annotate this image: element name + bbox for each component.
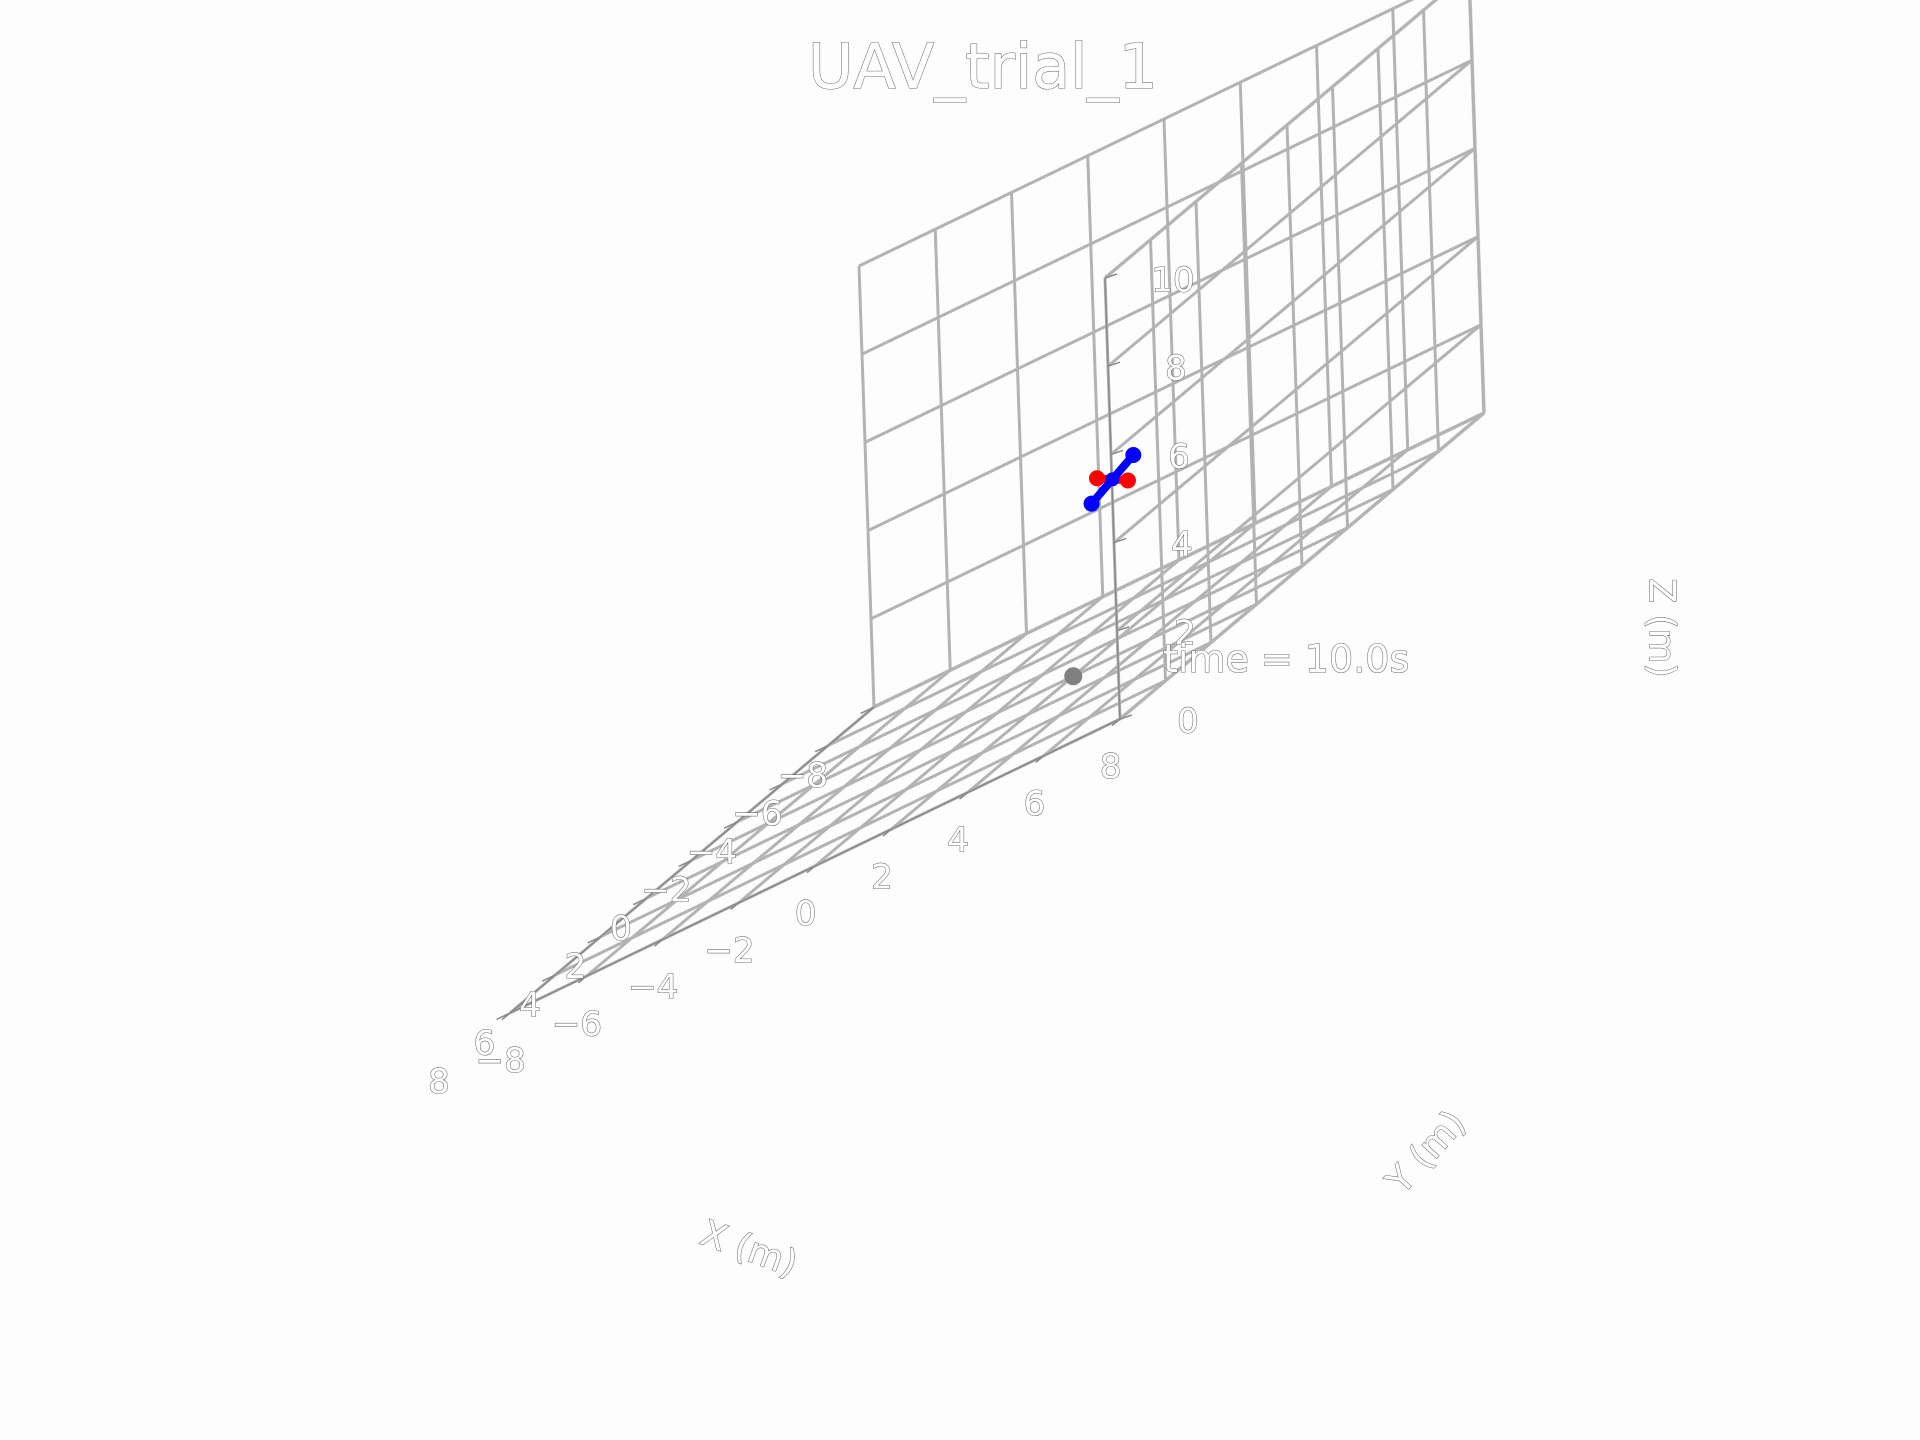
uav-center [1105,472,1120,487]
z-tick-label: 2 [1174,613,1196,653]
target-point [1064,667,1083,686]
x-tick-mark [723,821,738,829]
back-grid-line-z [1119,411,1485,721]
back-grid-line-x [1240,163,1258,605]
floor-grid-line-y [661,632,1028,941]
axes-layer [496,273,1133,1021]
floor-grid-line-y [737,595,1104,904]
y-tick-mark [882,828,892,837]
y-tick-mark [1111,718,1121,727]
y-tick-label: −6 [552,1004,602,1044]
side-grid-line-y [1468,0,1486,414]
uav-rotor-blue [1125,447,1142,463]
back-grid-line-x [1376,48,1395,490]
x-tick-mark [860,706,875,715]
y-tick-label: 8 [1100,747,1122,787]
x-tick-mark [814,744,829,753]
x-tick-mark [769,782,784,791]
y-tick-label: 6 [1024,784,1046,824]
back-grid-line-z [1116,323,1482,632]
side-grid-line-z [873,411,1485,709]
z-tick-mark [1110,449,1124,456]
x-tick-label: 6 [474,1024,496,1064]
floor-grid-line-y [585,669,952,978]
side-grid-line-y [933,229,952,671]
y-tick-mark [806,865,816,874]
y-tick-mark [501,1012,511,1021]
side-grid-line-y [1010,192,1028,634]
z-tick-mark [1113,537,1127,544]
uav-rotor-blue [1083,495,1100,512]
x-tick-label: 0 [610,909,632,949]
side-grid-line-z [858,0,1415,268]
y-tick-mark [1035,755,1045,764]
chart-title: UAV_trial_1 [808,30,1158,103]
data-marks [1064,447,1142,686]
back-grid-line-x [1331,86,1349,528]
x-tick-label: 8 [428,1062,450,1102]
z-tick-label: 4 [1171,525,1193,565]
y-tick-label: −4 [628,968,678,1008]
y-tick-mark [959,791,968,800]
z-tick-mark [1119,714,1133,720]
back-grid-line-z [1104,0,1439,280]
x-tick-mark [678,859,693,868]
x-tick-label: −6 [732,794,782,834]
side-grid-line-y [1238,82,1257,524]
side-grid-line-z [864,147,1476,444]
x-tick-label: −4 [687,832,737,872]
grid-layer [509,0,1486,1015]
x-tick-label: 4 [519,985,541,1025]
uav-rotor-red [1088,470,1105,487]
back-grid-line-x [1194,201,1213,643]
back-grid-line-x [1285,124,1304,567]
x-tick-label: 2 [565,947,587,987]
floor-grid-line-y [966,485,1333,794]
z-axis-label: Z (m) [1641,578,1682,677]
side-grid-line-y [1391,8,1410,450]
y-axis-label: Y (m) [1378,1103,1474,1203]
z-tick-mark [1104,273,1118,279]
y-tick-mark [730,902,740,911]
x-tick-mark [632,897,647,906]
back-grid-line-z [1113,235,1479,544]
z-tick-mark [1107,361,1121,367]
y-tick-label: −2 [704,931,754,971]
floor-grid-line-y [814,558,1180,868]
side-grid-line-z [870,323,1482,621]
y-tick-label: −8 [476,1041,526,1081]
x-tick-label: −2 [641,871,691,911]
back-grid-line-z [1107,59,1473,368]
y-tick-label: 4 [947,821,969,861]
z-axis-line [1104,277,1121,720]
z-tick-label: 0 [1177,702,1199,742]
z-tick-label: 10 [1151,261,1194,301]
side-grid-line-z [861,58,1473,356]
side-grid-line-y [857,265,876,708]
uav-rotor-red [1119,472,1136,489]
y-tick-label: 0 [795,894,817,934]
x-axis-label: X (m) [695,1213,802,1285]
side-grid-line-z [867,235,1479,532]
y-tick-mark [577,975,587,984]
x-tick-mark [587,935,602,944]
y-tick-mark [654,938,663,947]
back-grid-line-z [1110,147,1476,456]
z-tick-mark [1116,626,1130,632]
side-grid-line-y [1162,118,1181,561]
time-annotation: time = 10.0s [1163,637,1409,681]
x-tick-mark [541,974,556,982]
side-grid-line-y [1315,45,1333,487]
back-grid-line-x [1149,239,1167,681]
y-tick-label: 2 [871,857,893,897]
side-grid-line-y [1086,155,1105,597]
z-tick-label: 6 [1168,437,1190,477]
z-tick-label: 8 [1165,349,1187,389]
x-tick-label: −8 [778,756,828,796]
